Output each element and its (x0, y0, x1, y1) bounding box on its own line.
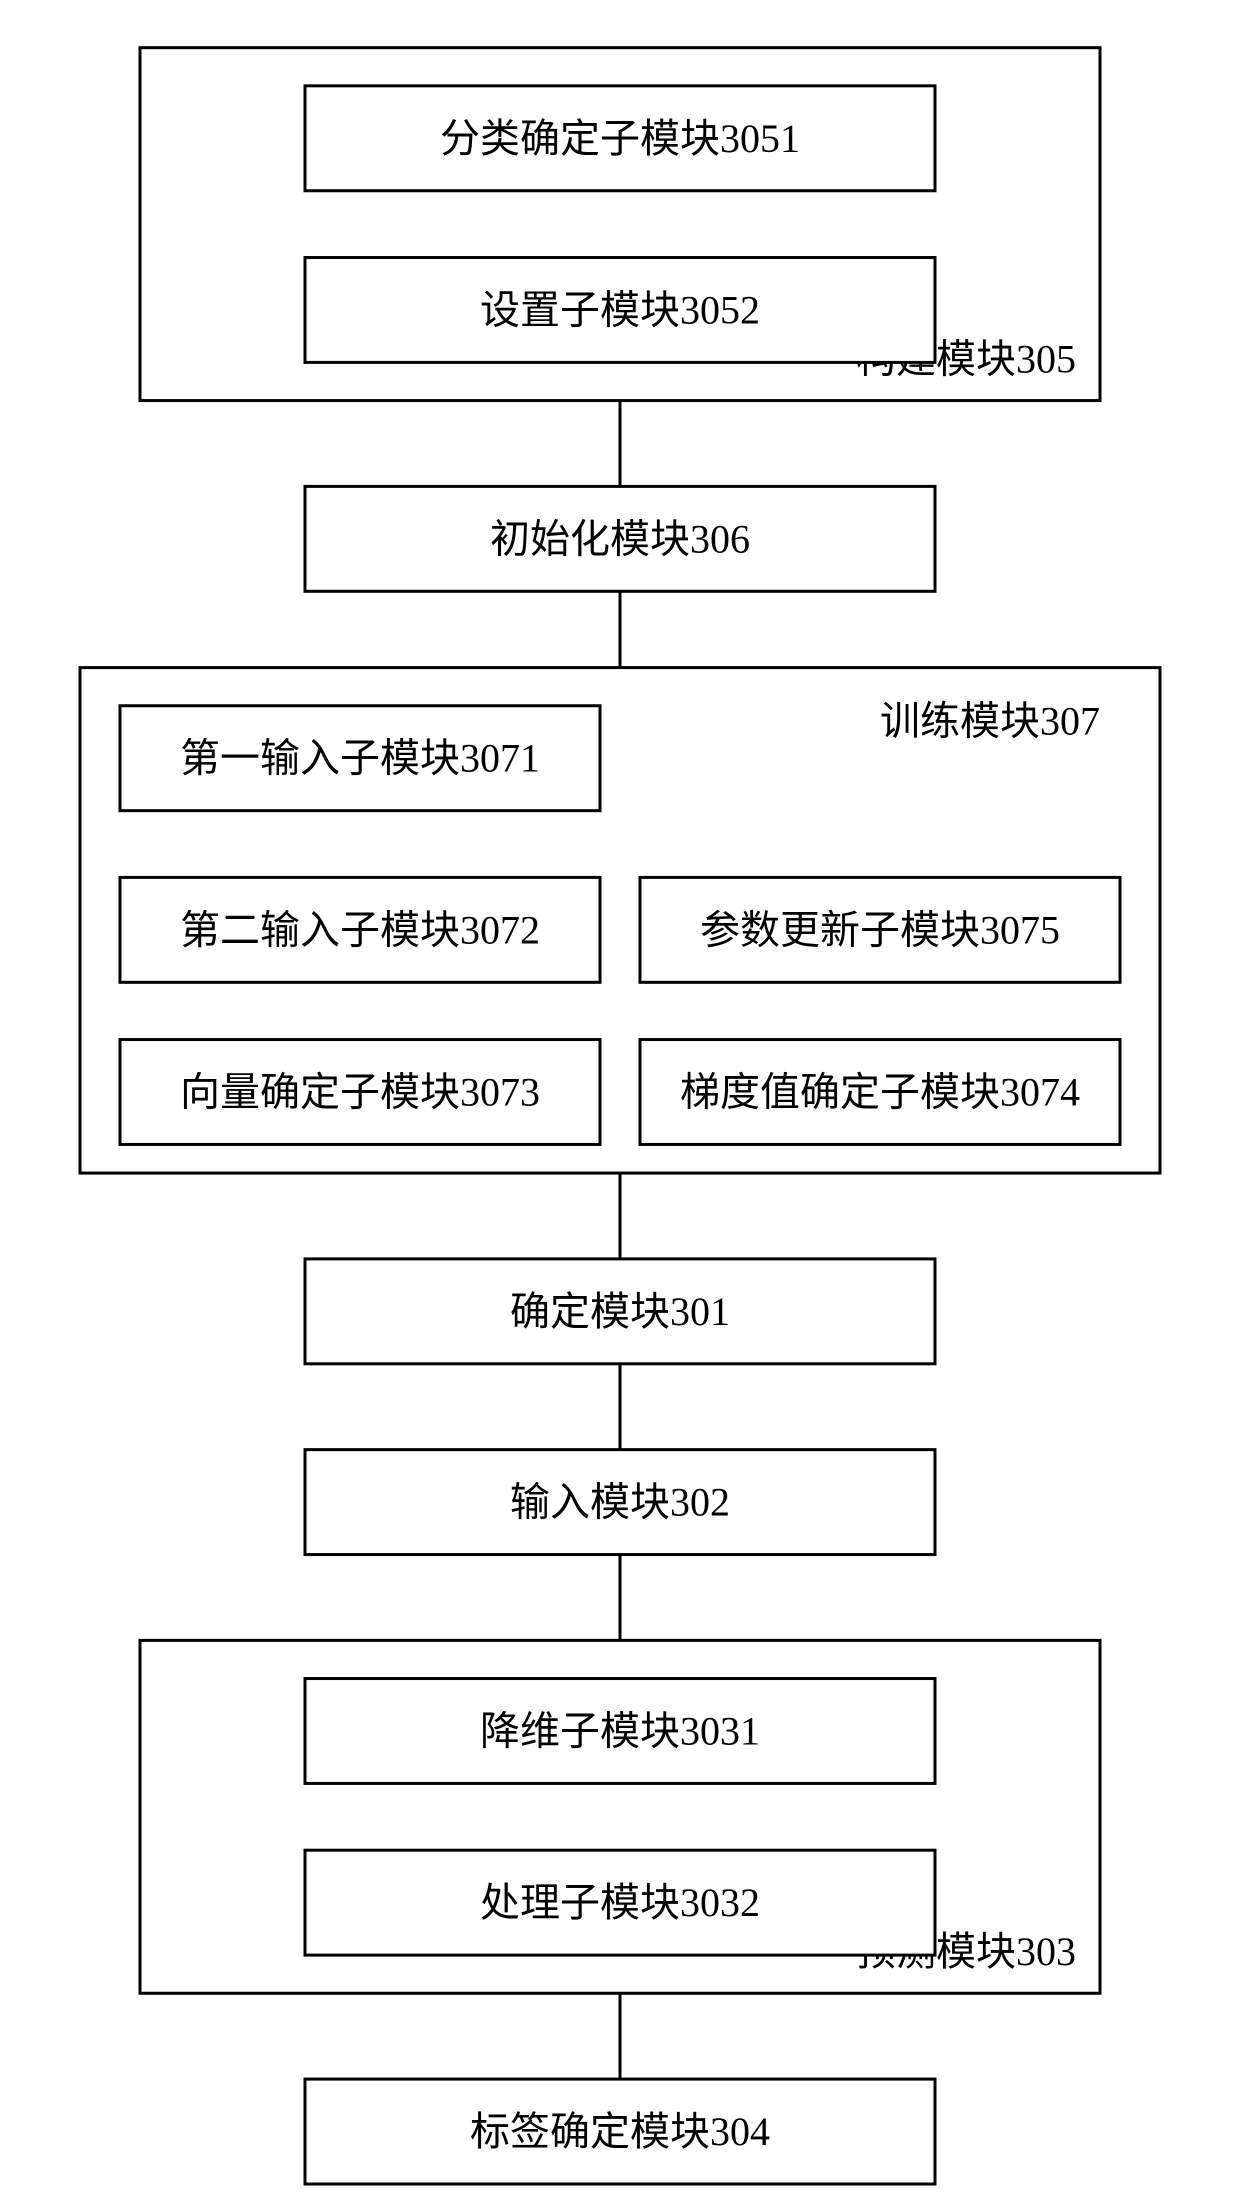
box-label-s3052: 设置子模块3052 (480, 287, 760, 332)
box-s3031: 降维子模块3031 (305, 1679, 935, 1784)
box-label-m306: 初始化模块306 (490, 516, 750, 561)
box-label-s3072: 第二输入子模块3072 (180, 907, 540, 952)
box-label-m307: 训练模块307 (880, 699, 1100, 744)
box-label-s3071: 第一输入子模块3071 (180, 736, 540, 781)
box-label-s3074: 梯度值确定子模块3074 (680, 1070, 1080, 1115)
box-m301: 确定模块301 (305, 1259, 935, 1364)
box-s3074: 梯度值确定子模块3074 (640, 1040, 1120, 1145)
box-s3052: 设置子模块3052 (305, 258, 935, 363)
box-label-s3031: 降维子模块3031 (480, 1708, 760, 1753)
box-s3071: 第一输入子模块3071 (120, 706, 600, 811)
flowchart-canvas: 构建模块305分类确定子模块3051设置子模块3052初始化模块306训练模块3… (0, 0, 1240, 2204)
box-s3072: 第二输入子模块3072 (120, 877, 600, 982)
box-s3051: 分类确定子模块3051 (305, 86, 935, 191)
box-label-s3051: 分类确定子模块3051 (440, 116, 800, 161)
box-m304: 标签确定模块304 (305, 2079, 935, 2184)
box-label-m302: 输入模块302 (510, 1480, 730, 1525)
box-s3032: 处理子模块3032 (305, 1850, 935, 1955)
box-label-m301: 确定模块301 (510, 1289, 730, 1334)
box-m306: 初始化模块306 (305, 486, 935, 591)
box-label-s3032: 处理子模块3032 (480, 1880, 760, 1925)
box-label-m304: 标签确定模块304 (470, 2109, 770, 2154)
box-s3073: 向量确定子模块3073 (120, 1040, 600, 1145)
box-label-s3075: 参数更新子模块3075 (700, 907, 1060, 952)
box-m302: 输入模块302 (305, 1450, 935, 1555)
box-s3075: 参数更新子模块3075 (640, 877, 1120, 982)
box-label-s3073: 向量确定子模块3073 (180, 1070, 540, 1115)
